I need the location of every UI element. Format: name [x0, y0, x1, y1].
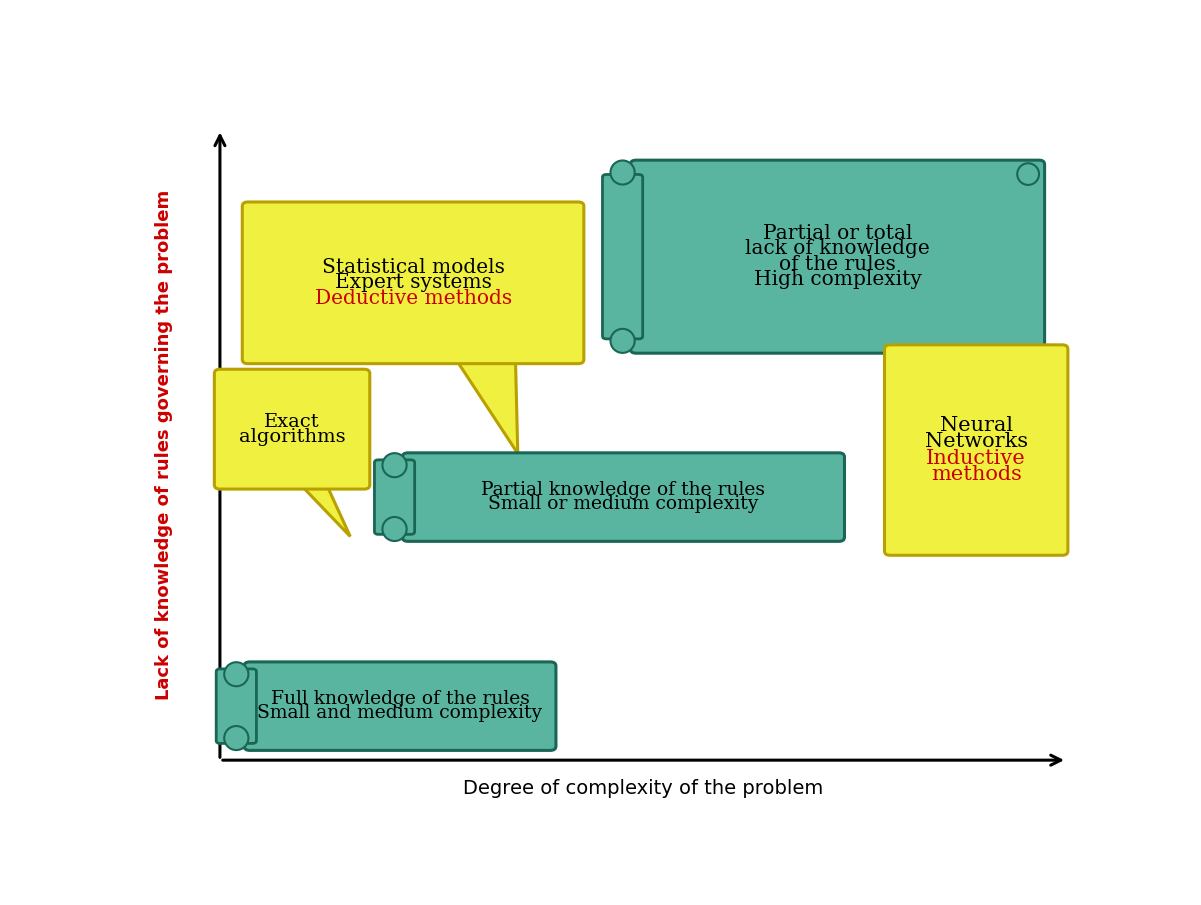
Ellipse shape	[610, 160, 634, 185]
Text: lack of knowledge: lack of knowledge	[745, 240, 930, 259]
Ellipse shape	[610, 329, 634, 353]
Text: Inductive: Inductive	[926, 449, 1026, 468]
Polygon shape	[300, 485, 351, 537]
Text: Lack of knowledge of rules governing the problem: Lack of knowledge of rules governing the…	[155, 190, 173, 700]
Text: Partial knowledge of the rules: Partial knowledge of the rules	[482, 481, 765, 499]
Text: Partial or total: Partial or total	[763, 224, 913, 243]
Ellipse shape	[225, 662, 249, 686]
Text: Expert systems: Expert systems	[335, 273, 491, 292]
Ellipse shape	[382, 453, 407, 477]
Text: Deductive methods: Deductive methods	[315, 289, 512, 308]
FancyBboxPatch shape	[402, 452, 844, 541]
Text: methods: methods	[931, 465, 1022, 484]
Text: Exact: Exact	[264, 413, 319, 431]
FancyBboxPatch shape	[631, 160, 1045, 353]
Text: Small and medium complexity: Small and medium complexity	[257, 704, 543, 722]
Text: Neural: Neural	[939, 416, 1012, 435]
Text: High complexity: High complexity	[753, 271, 921, 290]
FancyBboxPatch shape	[216, 669, 257, 743]
Text: Networks: Networks	[925, 433, 1028, 452]
FancyBboxPatch shape	[244, 662, 556, 750]
FancyBboxPatch shape	[243, 202, 584, 364]
Text: algorithms: algorithms	[239, 428, 346, 445]
Ellipse shape	[382, 517, 407, 541]
Ellipse shape	[1017, 163, 1039, 185]
FancyBboxPatch shape	[603, 175, 643, 338]
Text: Full knowledge of the rules: Full knowledge of the rules	[270, 690, 530, 708]
FancyBboxPatch shape	[375, 460, 414, 534]
Text: Degree of complexity of the problem: Degree of complexity of the problem	[464, 779, 824, 798]
FancyBboxPatch shape	[214, 369, 370, 489]
FancyBboxPatch shape	[884, 345, 1068, 556]
Polygon shape	[456, 359, 518, 453]
Text: Statistical models: Statistical models	[322, 258, 504, 277]
Ellipse shape	[225, 726, 249, 750]
Text: Small or medium complexity: Small or medium complexity	[489, 495, 759, 513]
Text: of the rules: of the rules	[779, 255, 896, 274]
